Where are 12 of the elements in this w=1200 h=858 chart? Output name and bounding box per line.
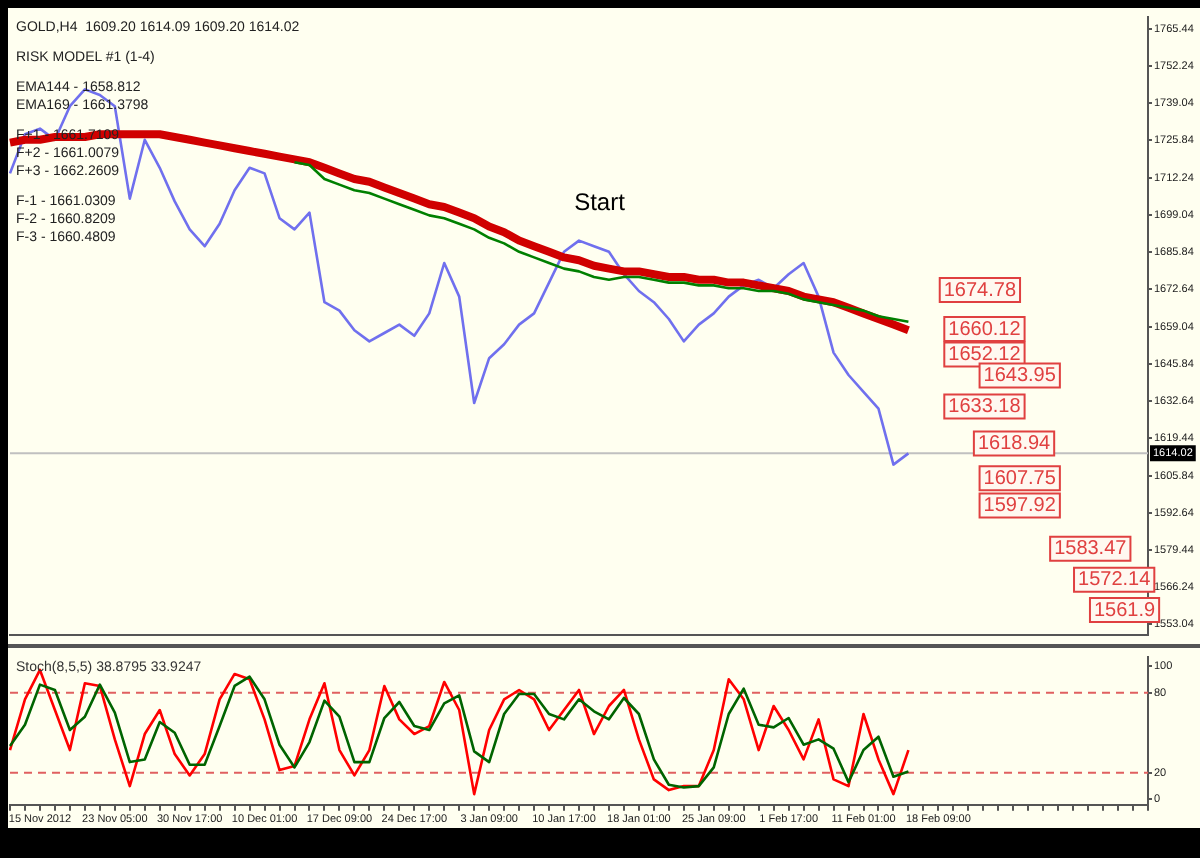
annotation: 1652.12 — [948, 343, 1022, 366]
annotation: 1607.75 — [983, 467, 1057, 490]
annotation: 1674.78 — [943, 279, 1017, 302]
annotation: Start — [574, 188, 627, 217]
annotation: 1643.95 — [983, 365, 1057, 387]
annotation: 1633.18 — [948, 395, 1022, 418]
annotation: 1572.14 — [1078, 569, 1152, 592]
annotation: 1583.47 — [1054, 538, 1128, 561]
annotation: 1561.9 — [1093, 599, 1157, 622]
annotation: 1597.92 — [983, 494, 1057, 517]
annotation: 1618.94 — [977, 433, 1052, 456]
annotation: 1660.12 — [948, 318, 1022, 341]
